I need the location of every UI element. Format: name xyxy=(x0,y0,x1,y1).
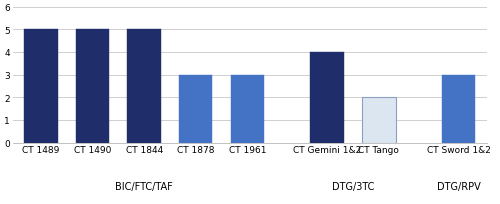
Bar xyxy=(310,53,344,143)
Text: BIC/FTC/TAF: BIC/FTC/TAF xyxy=(116,182,173,191)
Bar xyxy=(24,30,58,143)
Bar xyxy=(128,30,161,143)
Text: DTG/RPV: DTG/RPV xyxy=(437,182,480,191)
Bar xyxy=(76,30,110,143)
Bar xyxy=(362,98,396,143)
Bar xyxy=(442,75,476,143)
Bar xyxy=(179,75,212,143)
Text: DTG/3TC: DTG/3TC xyxy=(332,182,374,191)
Bar xyxy=(230,75,264,143)
